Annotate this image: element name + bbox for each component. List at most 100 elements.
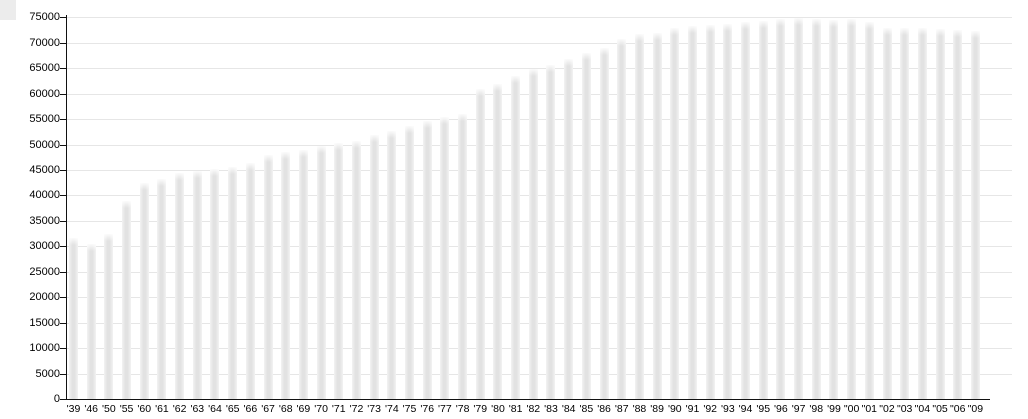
y-tick-label: 50000 [29, 139, 60, 151]
x-tick-label: '39 [66, 403, 81, 415]
y-axis [66, 15, 67, 400]
x-tick-label: '71 [331, 403, 346, 415]
gridline [67, 145, 1012, 146]
bar [175, 172, 185, 399]
bar [741, 21, 751, 399]
bar [634, 34, 644, 399]
bar [458, 114, 468, 399]
bar [405, 126, 414, 399]
y-tick-label: 65000 [29, 62, 60, 74]
x-tick-label: "04 [914, 403, 931, 415]
x-axis [66, 399, 990, 400]
gridline [67, 297, 1012, 298]
bar [475, 88, 485, 399]
y-tick-mark [60, 323, 66, 324]
y-tick-label: 15000 [29, 317, 60, 329]
y-tick-label: 45000 [29, 164, 60, 176]
x-tick-label: '97 [791, 403, 806, 415]
x-tick-label: '95 [756, 403, 771, 415]
bar [953, 30, 963, 399]
bar [670, 28, 680, 399]
x-tick-label: '50 [102, 403, 116, 415]
x-tick-label: '98 [809, 403, 824, 415]
y-tick-label: 75000 [29, 11, 60, 23]
y-tick-mark [60, 17, 66, 18]
x-tick-label: "06 [950, 403, 966, 415]
y-tick-mark [60, 246, 66, 247]
y-tick-label: 30000 [29, 240, 60, 252]
bar [263, 154, 273, 399]
bar [387, 131, 397, 399]
gridline [67, 348, 1012, 349]
bar [511, 76, 521, 399]
x-tick-label: '67 [261, 403, 275, 415]
x-tick-label: '89 [650, 403, 664, 415]
y-tick-label: 25000 [29, 266, 60, 278]
x-tick-label: '72 [349, 403, 364, 415]
bar [847, 19, 857, 399]
bar [794, 18, 804, 399]
bar [440, 116, 450, 399]
bar [546, 64, 556, 399]
y-tick-mark [60, 94, 66, 95]
bar [528, 68, 538, 399]
x-tick-label: '75 [402, 403, 417, 415]
gridline [67, 246, 1012, 247]
corner-artifact [0, 0, 16, 20]
gridline [67, 272, 1012, 273]
y-tick-mark [60, 145, 66, 146]
y-tick-label: 55000 [29, 113, 60, 125]
y-tick-label: 60000 [29, 88, 60, 100]
gridline [67, 94, 1012, 95]
gridline [67, 119, 1012, 120]
x-tick-label: '73 [367, 403, 381, 415]
bar [316, 145, 326, 399]
gridline [67, 17, 1012, 18]
x-tick-label: '46 [84, 403, 99, 415]
bar [829, 19, 839, 399]
bar [69, 238, 78, 399]
gridline [67, 195, 1012, 196]
bar [687, 25, 697, 399]
bar [281, 151, 291, 399]
bar [228, 167, 238, 399]
x-tick-label: '69 [296, 403, 311, 415]
x-tick-label: '82 [526, 403, 541, 415]
x-tick-label: '64 [208, 403, 222, 415]
bar [351, 140, 361, 399]
bar [122, 200, 132, 399]
x-tick-label: "03 [896, 403, 913, 415]
bar [369, 135, 379, 399]
x-tick-label: '55 [119, 403, 134, 415]
y-tick-mark [60, 119, 66, 120]
bar [210, 168, 220, 399]
bar [617, 39, 627, 399]
y-tick-mark [60, 399, 66, 400]
y-tick-label: 5000 [35, 368, 60, 380]
bar [776, 18, 786, 399]
gridline [67, 43, 1012, 44]
bar [192, 170, 202, 399]
bar [917, 28, 927, 399]
bar [564, 59, 574, 399]
y-tick-mark [60, 272, 66, 273]
x-tick-label: '77 [438, 403, 452, 415]
gridline [67, 323, 1012, 324]
bar [882, 28, 892, 399]
y-tick-label: 10000 [29, 342, 60, 354]
x-tick-label: '81 [508, 403, 523, 415]
y-tick-mark [60, 170, 66, 171]
bar [86, 244, 96, 399]
y-tick-mark [60, 68, 66, 69]
y-tick-mark [60, 195, 66, 196]
bar [705, 24, 715, 399]
bar [139, 182, 149, 399]
y-tick-mark [60, 297, 66, 298]
bar [493, 84, 503, 399]
bar [864, 22, 874, 399]
x-tick-label: '74 [384, 403, 399, 415]
gridline [67, 374, 1012, 375]
y-tick-label: 0 [53, 393, 60, 405]
bar [298, 149, 308, 399]
